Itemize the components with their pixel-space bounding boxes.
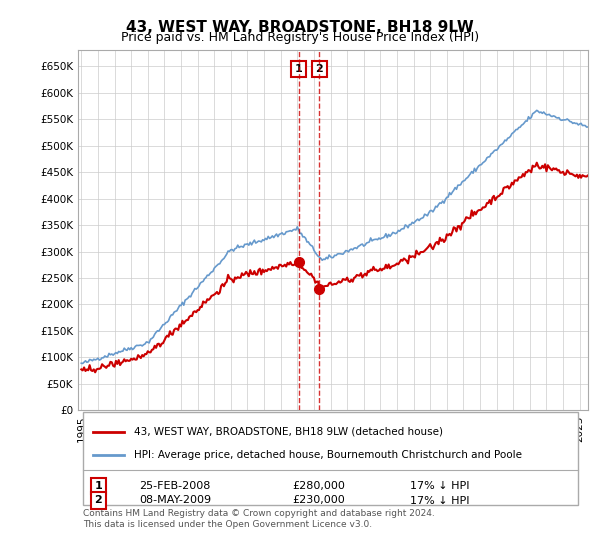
Text: 2: 2 — [95, 496, 102, 506]
Text: 2: 2 — [316, 64, 323, 74]
FancyBboxPatch shape — [83, 412, 578, 505]
Text: 43, WEST WAY, BROADSTONE, BH18 9LW (detached house): 43, WEST WAY, BROADSTONE, BH18 9LW (deta… — [134, 427, 443, 437]
Text: 08-MAY-2009: 08-MAY-2009 — [139, 496, 211, 506]
Text: 43, WEST WAY, BROADSTONE, BH18 9LW: 43, WEST WAY, BROADSTONE, BH18 9LW — [126, 20, 474, 35]
Text: Contains HM Land Registry data © Crown copyright and database right 2024.
This d: Contains HM Land Registry data © Crown c… — [83, 510, 435, 529]
Text: 1: 1 — [295, 64, 302, 74]
Text: 17% ↓ HPI: 17% ↓ HPI — [409, 496, 469, 506]
Text: 25-FEB-2008: 25-FEB-2008 — [139, 481, 211, 491]
Text: £280,000: £280,000 — [292, 481, 345, 491]
Text: 17% ↓ HPI: 17% ↓ HPI — [409, 481, 469, 491]
Text: 1: 1 — [95, 481, 102, 491]
Text: HPI: Average price, detached house, Bournemouth Christchurch and Poole: HPI: Average price, detached house, Bour… — [134, 450, 522, 460]
Text: Price paid vs. HM Land Registry's House Price Index (HPI): Price paid vs. HM Land Registry's House … — [121, 31, 479, 44]
Text: £230,000: £230,000 — [292, 496, 345, 506]
